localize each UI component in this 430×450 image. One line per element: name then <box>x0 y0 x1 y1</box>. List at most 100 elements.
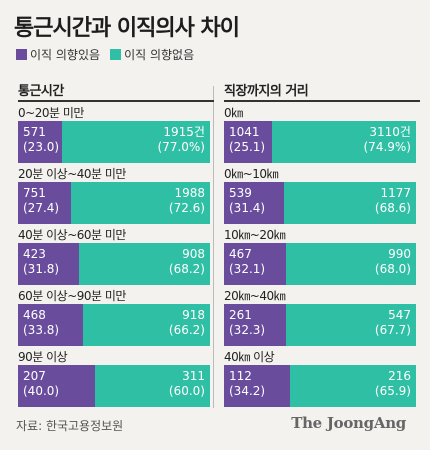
data-label: 539 (31.4) <box>229 186 265 216</box>
value-label: 751 <box>23 186 46 200</box>
bar-segment-no: 908 (68.2) <box>79 243 210 285</box>
data-label: 468 (33.8) <box>23 308 59 338</box>
category-label: 90분 이상 <box>18 350 68 364</box>
panel-divider <box>213 86 214 408</box>
value-label: 311 <box>182 369 205 383</box>
category-label: 60분 이상~90분 미만 <box>18 289 126 303</box>
data-label: 908 (68.2) <box>169 247 205 277</box>
value-label: 1988 <box>174 186 205 200</box>
legend-item-no: 이직 의향없음 <box>110 46 194 63</box>
percent-label: (74.9%) <box>363 140 411 154</box>
legend-label-yes: 이직 의향있음 <box>30 48 101 62</box>
category-label: 40분 이상~60분 미만 <box>18 228 126 242</box>
value-label: 547 <box>388 308 411 322</box>
category-label: 0~20분 미만 <box>18 106 84 120</box>
bar-group: 0㎞ 1041 (25.1) 3110건 (74.9%) <box>224 106 420 167</box>
stacked-bar: 112 (34.2) 216 (65.9) <box>224 365 416 407</box>
percent-label: (68.2) <box>168 262 205 276</box>
bar-segment-yes: 571 (23.0) <box>18 121 63 163</box>
value-label: 3110건 <box>369 125 411 139</box>
value-label: 1915건 <box>163 125 205 139</box>
value-label: 571 <box>23 125 46 139</box>
bar-group: 20분 이상~40분 미만 751 (27.4) 1988 (72.6) <box>18 167 214 228</box>
value-label: 216 <box>388 369 411 383</box>
value-label: 207 <box>23 369 46 383</box>
panel-title: 직장까지의 거리 <box>224 80 420 102</box>
percent-label: (66.2) <box>168 323 205 337</box>
bar-segment-yes: 423 (31.8) <box>18 243 80 285</box>
bar-group: 40㎞ 이상 112 (34.2) 216 (65.9) <box>224 350 420 411</box>
legend-item-yes: 이직 의향있음 <box>16 46 100 63</box>
stacked-bar: 423 (31.8) 908 (68.2) <box>18 243 210 285</box>
data-label: 3110건 (74.9%) <box>364 125 411 155</box>
legend-label-no: 이직 의향없음 <box>124 48 195 62</box>
bar-group: 0㎞~10㎞ 539 (31.4) 1177 (68.6) <box>224 167 420 228</box>
category-label: 0㎞ <box>224 106 243 120</box>
data-label: 1988 (72.6) <box>169 186 205 216</box>
percent-label: (67.7) <box>374 323 411 337</box>
stacked-bar: 571 (23.0) 1915건 (77.0%) <box>18 121 210 163</box>
data-label: 751 (27.4) <box>23 186 59 216</box>
category-label: 0㎞~10㎞ <box>224 167 278 181</box>
bar-segment-yes: 112 (34.2) <box>224 365 290 407</box>
percent-label: (25.1) <box>229 140 266 154</box>
panel-title: 통근시간 <box>18 80 214 102</box>
value-label: 1041 <box>229 125 260 139</box>
percent-label: (65.9) <box>374 384 411 398</box>
bar-segment-yes: 261 (32.3) <box>224 304 287 346</box>
value-label: 423 <box>23 247 46 261</box>
bar-segment-yes: 1041 (25.1) <box>224 121 273 163</box>
value-label: 918 <box>182 308 205 322</box>
data-label: 311 (60.0) <box>169 369 205 399</box>
bar-segment-no: 1988 (72.6) <box>70 182 210 224</box>
percent-label: (32.1) <box>229 262 266 276</box>
percent-label: (31.4) <box>229 201 266 215</box>
bar-group: 90분 이상 207 (40.0) 311 (60.0) <box>18 350 214 411</box>
percent-label: (72.6) <box>168 201 205 215</box>
percent-label: (68.0) <box>374 262 411 276</box>
panel-distance: 직장까지의 거리 0㎞ 1041 (25.1) 3110건 (74.9%) 0㎞~10㎞ 5… <box>224 80 420 411</box>
percent-label: (31.8) <box>23 262 60 276</box>
bar-group: 10㎞~20㎞ 467 (32.1) 990 (68.0) <box>224 228 420 289</box>
stacked-bar: 468 (33.8) 918 (66.2) <box>18 304 210 346</box>
value-label: 1177 <box>380 186 411 200</box>
stacked-bar: 751 (27.4) 1988 (72.6) <box>18 182 210 224</box>
percent-label: (27.4) <box>23 201 60 215</box>
panel-commute-time: 통근시간 0~20분 미만 571 (23.0) 1915건 (77.0%) 20분 이상… <box>18 80 214 411</box>
data-label: 571 (23.0) <box>23 125 59 155</box>
bar-group: 0~20분 미만 571 (23.0) 1915건 (77.0%) <box>18 106 214 167</box>
data-label: 261 (32.3) <box>229 308 265 338</box>
bar-group: 60분 이상~90분 미만 468 (33.8) 918 (66.2) <box>18 289 214 350</box>
data-label: 207 (40.0) <box>23 369 59 399</box>
bar-segment-no: 1177 (68.6) <box>284 182 416 224</box>
stacked-bar: 261 (32.3) 547 (67.7) <box>224 304 416 346</box>
value-label: 467 <box>229 247 252 261</box>
bar-groups: 0㎞ 1041 (25.1) 3110건 (74.9%) 0㎞~10㎞ 539 (31.4) 1… <box>224 106 420 411</box>
bar-groups: 0~20분 미만 571 (23.0) 1915건 (77.0%) 20분 이상~40분 … <box>18 106 214 411</box>
category-label: 20㎞~40㎞ <box>224 289 286 303</box>
bar-segment-no: 918 (66.2) <box>82 304 210 346</box>
category-label: 10㎞~20㎞ <box>224 228 286 242</box>
value-label: 539 <box>229 186 252 200</box>
stacked-bar: 207 (40.0) 311 (60.0) <box>18 365 210 407</box>
bar-segment-no: 547 (67.7) <box>286 304 416 346</box>
bar-segment-no: 990 (68.0) <box>285 243 416 285</box>
value-label: 261 <box>229 308 252 322</box>
stacked-bar: 1041 (25.1) 3110건 (74.9%) <box>224 121 416 163</box>
data-label: 1041 (25.1) <box>229 125 265 155</box>
legend-swatch-no <box>110 49 122 60</box>
stacked-bar: 539 (31.4) 1177 (68.6) <box>224 182 416 224</box>
percent-label: (34.2) <box>229 384 266 398</box>
legend: 이직 의향있음 이직 의향없음 <box>16 46 194 63</box>
data-label: 216 (65.9) <box>375 369 411 399</box>
value-label: 990 <box>388 247 411 261</box>
chart-title: 통근시간과 이직의사 차이 <box>14 16 240 41</box>
data-label: 990 (68.0) <box>375 247 411 277</box>
bar-group: 20㎞~40㎞ 261 (32.3) 547 (67.7) <box>224 289 420 350</box>
data-label: 112 (34.2) <box>229 369 265 399</box>
bar-segment-yes: 468 (33.8) <box>18 304 83 346</box>
percent-label: (60.0) <box>168 384 205 398</box>
category-label: 20분 이상~40분 미만 <box>18 167 126 181</box>
percent-label: (32.3) <box>229 323 266 337</box>
bar-segment-no: 216 (65.9) <box>289 365 416 407</box>
